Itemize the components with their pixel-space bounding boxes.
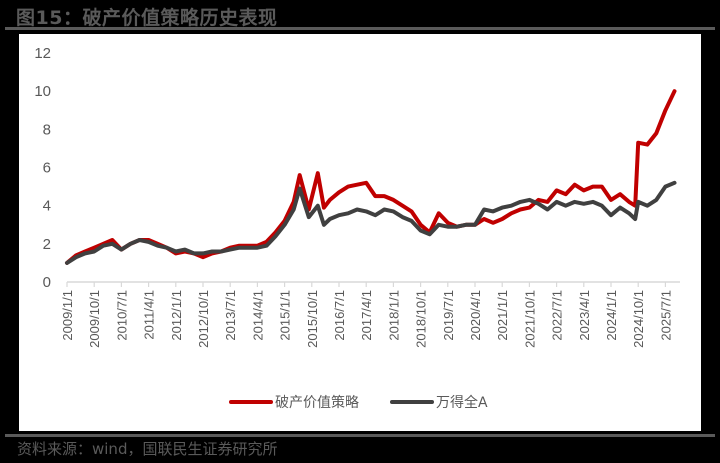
x-tick-label: 2023/4/1 [577, 290, 592, 341]
y-tick-label: 8 [43, 121, 51, 138]
title-divider [5, 27, 715, 30]
x-tick-label: 2025/7/1 [658, 290, 673, 341]
source-note: 资料来源：wind，国联民生证券研究所 [17, 440, 278, 458]
chart-panel [19, 34, 701, 431]
x-tick-label: 2021/1/1 [495, 290, 510, 341]
x-tick-label: 2018/1/1 [386, 290, 401, 341]
x-tick-label: 2024/10/1 [631, 290, 646, 348]
x-tick-label: 2012/10/1 [196, 290, 211, 348]
x-tick-label: 2018/10/1 [414, 290, 429, 348]
x-tick-label: 2017/4/1 [359, 290, 374, 341]
y-tick-label: 12 [34, 45, 51, 62]
x-tick-label: 2021/10/1 [522, 290, 537, 348]
x-tick-label: 2010/7/1 [114, 290, 129, 341]
x-tick-label: 2014/4/1 [250, 290, 265, 341]
chart-title: 图15：破产价值策略历史表现 [16, 7, 278, 29]
y-tick-label: 2 [43, 236, 51, 253]
x-tick-label: 2013/7/1 [223, 290, 238, 341]
x-tick-label: 2020/4/1 [468, 290, 483, 341]
series-line-wind-all-a [65, 180, 677, 265]
x-tick-label: 2009/10/1 [87, 290, 102, 348]
legend-label-bankruptcy-value: 破产价值策略 [275, 394, 359, 411]
x-tick-label: 2009/1/1 [60, 290, 75, 341]
y-tick-label: 6 [43, 160, 51, 177]
y-tick-label: 10 [34, 83, 51, 100]
x-tick-label: 2011/4/1 [142, 290, 157, 340]
x-tick-label: 2015/1/1 [278, 290, 293, 341]
legend-label-wind-all-a: 万得全A [436, 394, 488, 411]
series-line-bankruptcy-value [65, 89, 677, 265]
footer-divider [5, 434, 715, 437]
x-tick-label: 2019/7/1 [441, 290, 456, 341]
x-tick-label: 2022/7/1 [550, 290, 565, 341]
x-tick-label: 2012/1/1 [169, 290, 184, 341]
x-tick-label: 2024/1/1 [604, 290, 619, 341]
x-tick-label: 2016/7/1 [332, 290, 347, 341]
y-tick-label: 4 [43, 198, 51, 215]
x-tick-label: 2015/10/1 [305, 290, 320, 348]
y-tick-label: 0 [43, 274, 51, 291]
